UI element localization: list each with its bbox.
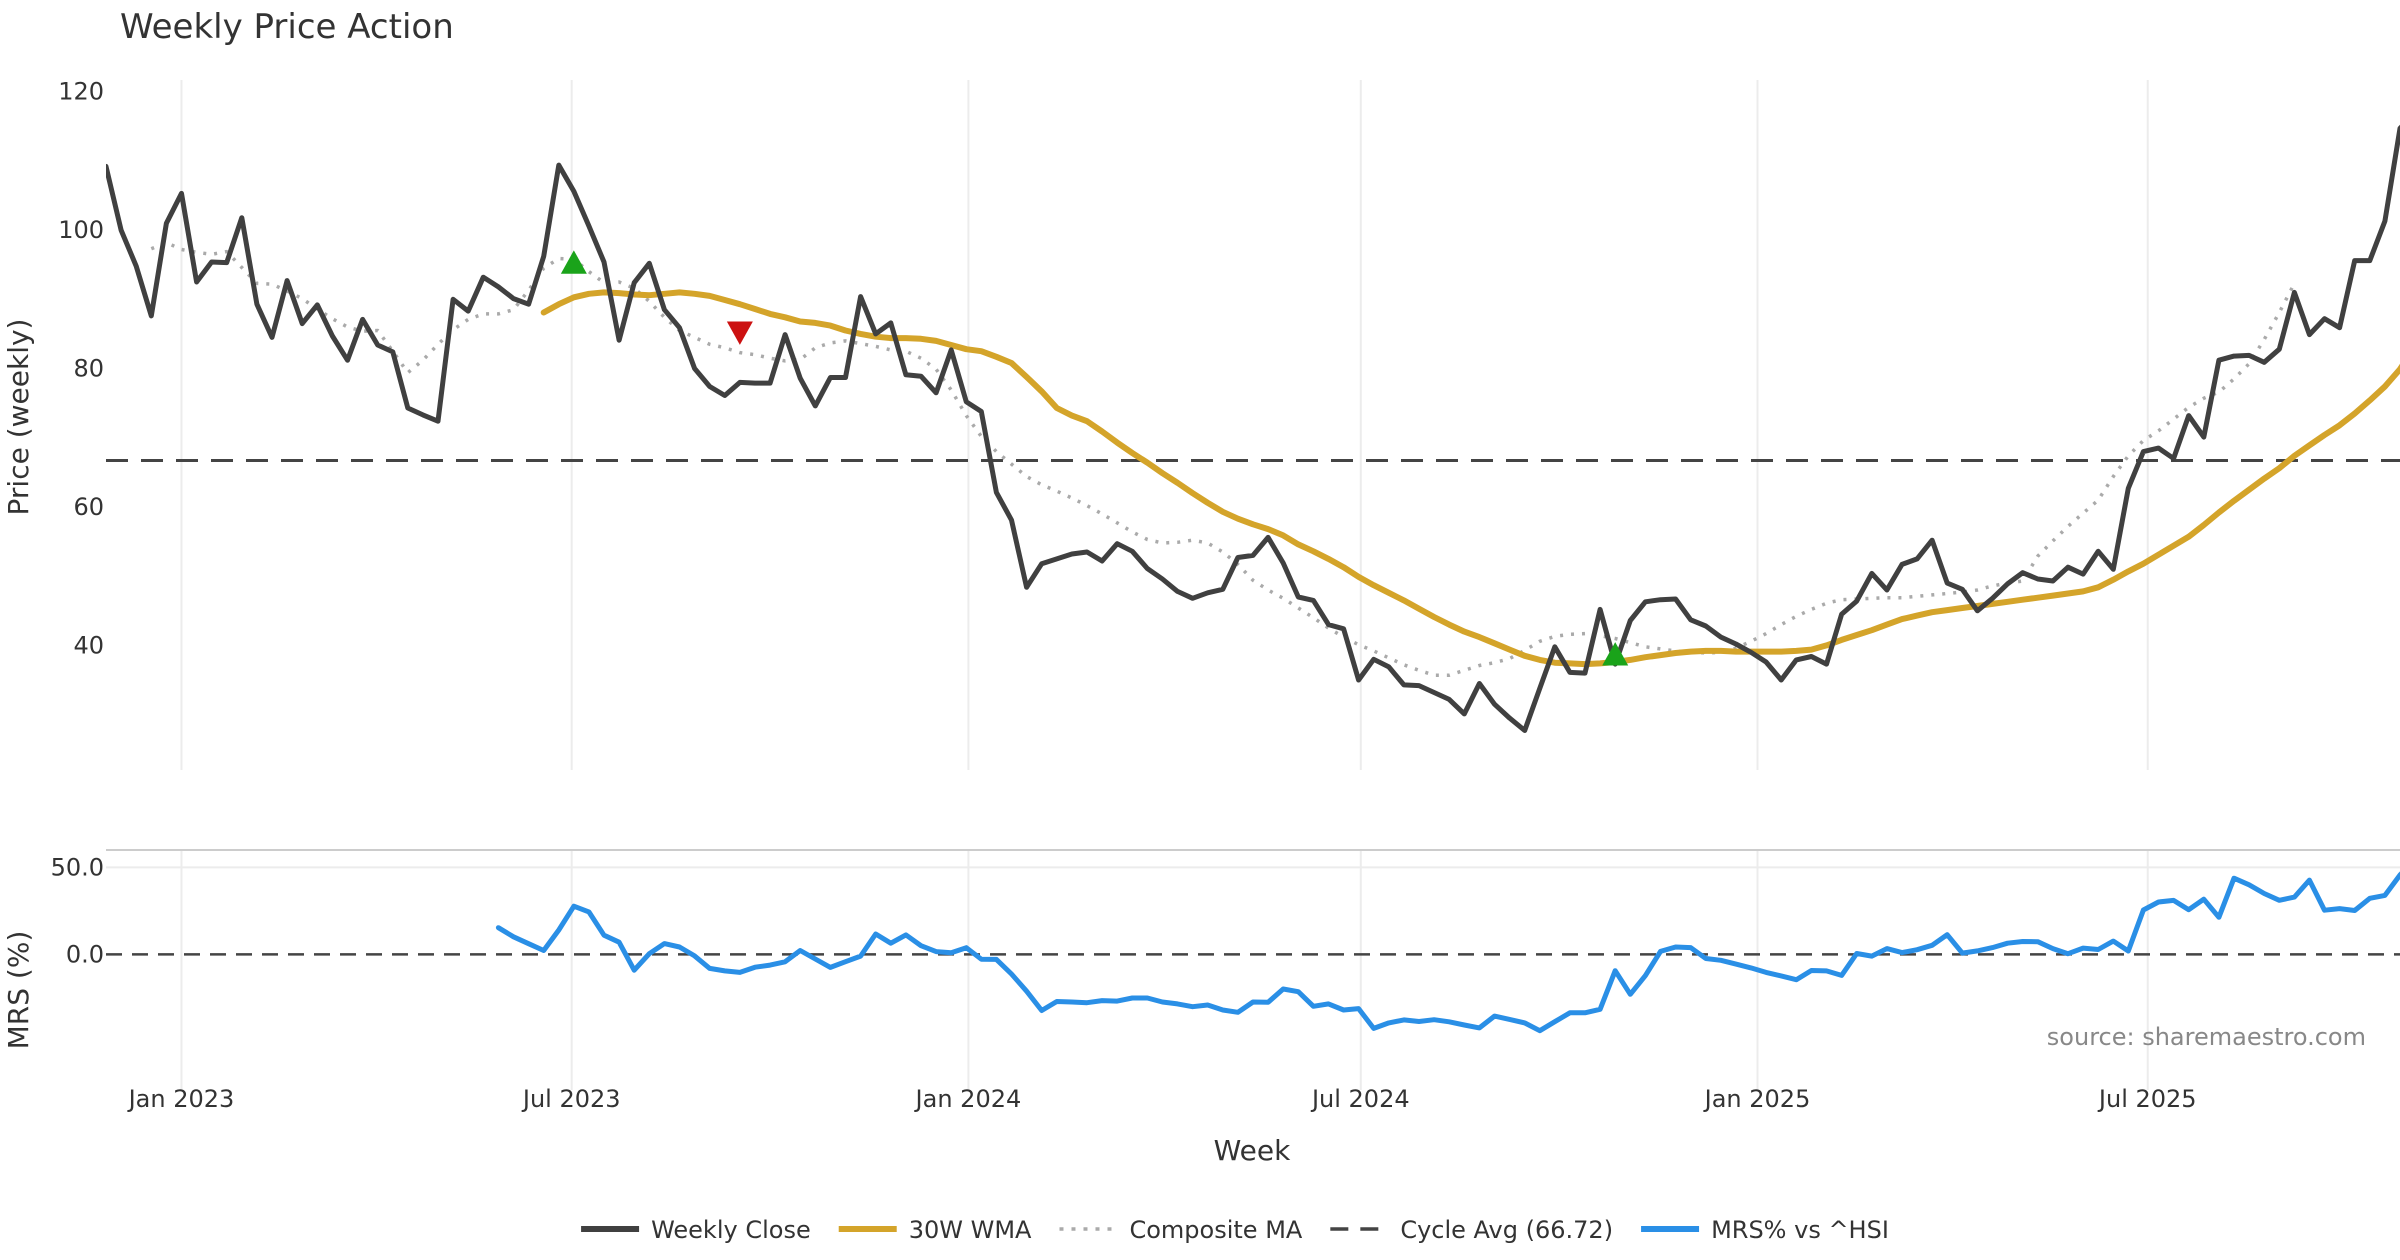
y-axis-label: Price (weekly) — [2, 319, 35, 516]
legend-label: Cycle Avg (66.72) — [1400, 1216, 1613, 1244]
series-composite-ma — [150, 240, 2296, 677]
y-tick-label: 80 — [73, 355, 104, 383]
price-panel: 40 60 80 100 120 Price (weekly) — [2, 78, 2400, 770]
buy-marker — [560, 250, 587, 274]
series-mrs-vs-hsi — [495, 871, 2400, 1034]
series-weekly-close — [106, 124, 2400, 733]
x-tick-label: Jan 2023 — [127, 1085, 235, 1113]
legend-label: Composite MA — [1129, 1216, 1302, 1244]
y-tick-label: 50.0 — [51, 853, 104, 881]
y-tick-label: 60 — [73, 493, 104, 521]
legend-label: Weekly Close — [651, 1216, 811, 1244]
legend-label: MRS% vs ^HSI — [1711, 1216, 1889, 1244]
mrs-panel: Jan 2023 Jul 2023 Jan 2024 Jul 2024 Jan 2025… — [2, 849, 2400, 1113]
x-axis-label: Week — [1214, 1134, 1291, 1167]
y-tick-label: 0.0 — [66, 940, 104, 968]
sell-marker — [726, 321, 753, 345]
x-tick-label: Jul 2023 — [521, 1085, 621, 1113]
x-tick-label: Jul 2024 — [1310, 1085, 1410, 1113]
y-tick-label: 100 — [58, 216, 104, 244]
buy-marker — [1602, 642, 1629, 666]
chart-title: Weekly Price Action — [120, 7, 454, 47]
y-tick-label: 120 — [58, 78, 104, 106]
x-tick-label: Jul 2025 — [2097, 1085, 2197, 1113]
y-axis-label: MRS (%) — [2, 931, 35, 1050]
x-tick-label: Jan 2025 — [1703, 1085, 1811, 1113]
series-30w-wma — [540, 289, 2400, 668]
chart-legend: Weekly Close 30W WMA Composite MA Cycle Avg… — [581, 1216, 1889, 1244]
x-tick-label: Jan 2024 — [914, 1085, 1022, 1113]
y-tick-label: 40 — [73, 631, 104, 659]
legend-label: 30W WMA — [909, 1216, 1032, 1244]
source-note: source: sharemaestro.com — [2047, 1023, 2366, 1051]
